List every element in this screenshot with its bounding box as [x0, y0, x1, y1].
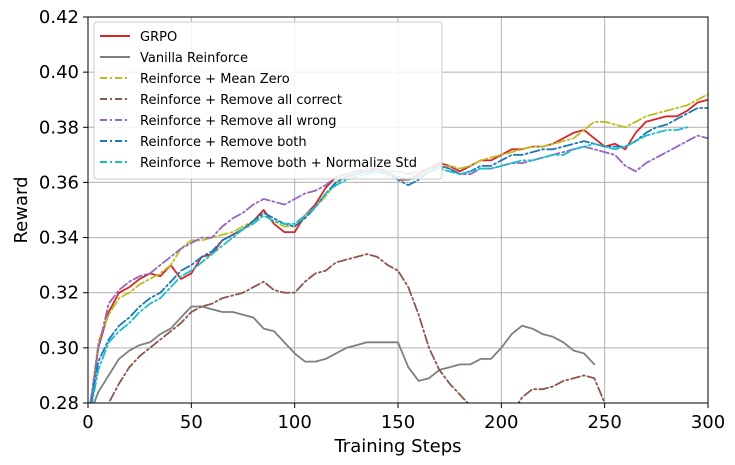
legend-label-reinforce-remove-both-normalize-std: Reinforce + Remove both + Normalize Std: [140, 156, 417, 171]
x-tick-label: 300: [691, 412, 725, 433]
y-tick-label: 0.40: [39, 62, 79, 83]
series-line-reinforce-remove-all-wrong: [89, 134, 708, 403]
legend: GRPO Vanilla Reinforce Reinforce + Mean Ze…: [93, 21, 443, 180]
legend-label-reinforce-mean-zero: Reinforce + Mean Zero: [140, 72, 290, 87]
x-tick-label: 150: [381, 412, 415, 433]
y-tick-label: 0.36: [39, 172, 79, 193]
y-tick-label: 0.34: [39, 228, 79, 249]
y-tick-label: 0.32: [39, 283, 79, 304]
x-axis-label: Training Steps: [333, 436, 461, 457]
x-tick-label: 250: [587, 412, 621, 433]
y-tick-label: 0.28: [39, 393, 79, 414]
x-tick-label: 100: [277, 412, 311, 433]
legend-label-reinforce-remove-all-correct: Reinforce + Remove all correct: [140, 93, 342, 108]
x-tick-label: 50: [180, 412, 203, 433]
ticks: 0 50 100 150 200 250 300 0.28 0.30 0.32 0.34 0.36 0.…: [39, 7, 725, 433]
legend-label-reinforce-remove-both: Reinforce + Remove both: [140, 135, 307, 150]
y-tick-label: 0.30: [39, 338, 79, 359]
legend-label-grpo: GRPO: [140, 30, 177, 45]
y-tick-label: 0.38: [39, 117, 79, 138]
y-tick-label: 0.42: [39, 7, 79, 28]
legend-label-vanilla-reinforce: Vanilla Reinforce: [140, 51, 248, 66]
y-axis-label: Reward: [11, 176, 32, 243]
x-tick-label: 0: [82, 412, 93, 433]
legend-label-reinforce-remove-all-wrong: Reinforce + Remove all wrong: [140, 114, 337, 129]
legend-box: [93, 21, 443, 180]
x-tick-label: 200: [484, 412, 518, 433]
series-line-vanilla-reinforce: [93, 305, 596, 403]
